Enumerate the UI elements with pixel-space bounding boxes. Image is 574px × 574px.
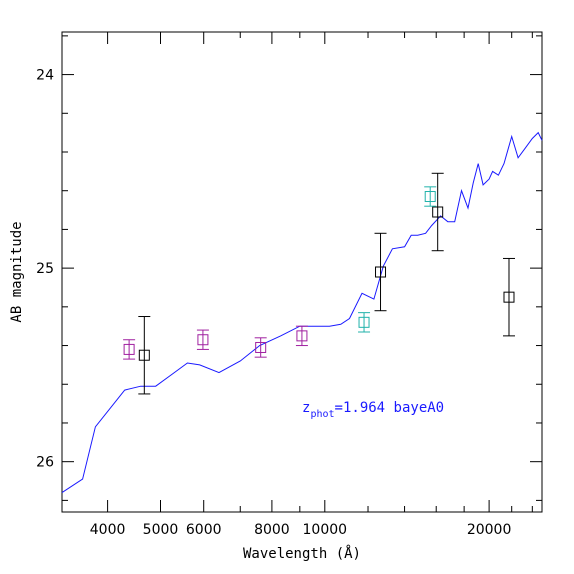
point-marker: [503, 291, 515, 303]
x-tick-label: 10000: [303, 522, 348, 538]
x-axis-title: Wavelength (Å): [243, 545, 361, 562]
point-marker: [375, 266, 387, 278]
point-marker: [138, 349, 150, 361]
point-marker: [432, 206, 444, 218]
point-marker: [296, 330, 308, 342]
point-marker: [358, 316, 370, 328]
data-point: [374, 232, 387, 312]
data-point: [254, 337, 267, 358]
data-point: [502, 257, 515, 337]
axis-ticks: [62, 32, 542, 512]
model-sed-polyline: [61, 131, 543, 494]
data-point: [295, 325, 308, 347]
x-tick-label: 4000: [90, 522, 126, 538]
annotation-subscript: phot: [310, 409, 334, 420]
photo-z-annotation: zphot=1.964 bayeA0: [302, 400, 444, 420]
y-tick-label: 26: [36, 455, 54, 471]
plot-frame: [61, 31, 543, 513]
photometry-points: [123, 172, 515, 395]
data-point: [358, 312, 371, 333]
model-sed-line: [61, 131, 543, 494]
point-marker: [255, 341, 267, 353]
point-marker: [424, 191, 436, 203]
tick-labels: 4000 5000 6000 8000 10000 20000 24 25 26: [36, 68, 511, 538]
point-marker: [197, 334, 209, 346]
y-tick-label: 25: [36, 261, 54, 277]
data-point: [138, 316, 151, 395]
y-axis-title: AB magnitude: [9, 221, 25, 322]
x-tick-label: 6000: [186, 522, 222, 538]
data-point: [431, 172, 444, 252]
x-tick-label: 8000: [254, 522, 290, 538]
data-point: [123, 339, 136, 360]
data-point: [196, 329, 209, 350]
point-marker: [123, 343, 135, 355]
annotation-base: z: [302, 400, 310, 416]
y-tick-label: 24: [36, 68, 54, 84]
data-point: [424, 186, 437, 207]
annotation-text: =1.964 bayeA0: [335, 400, 445, 416]
x-tick-label: 20000: [467, 522, 512, 538]
x-tick-label: 5000: [143, 522, 179, 538]
